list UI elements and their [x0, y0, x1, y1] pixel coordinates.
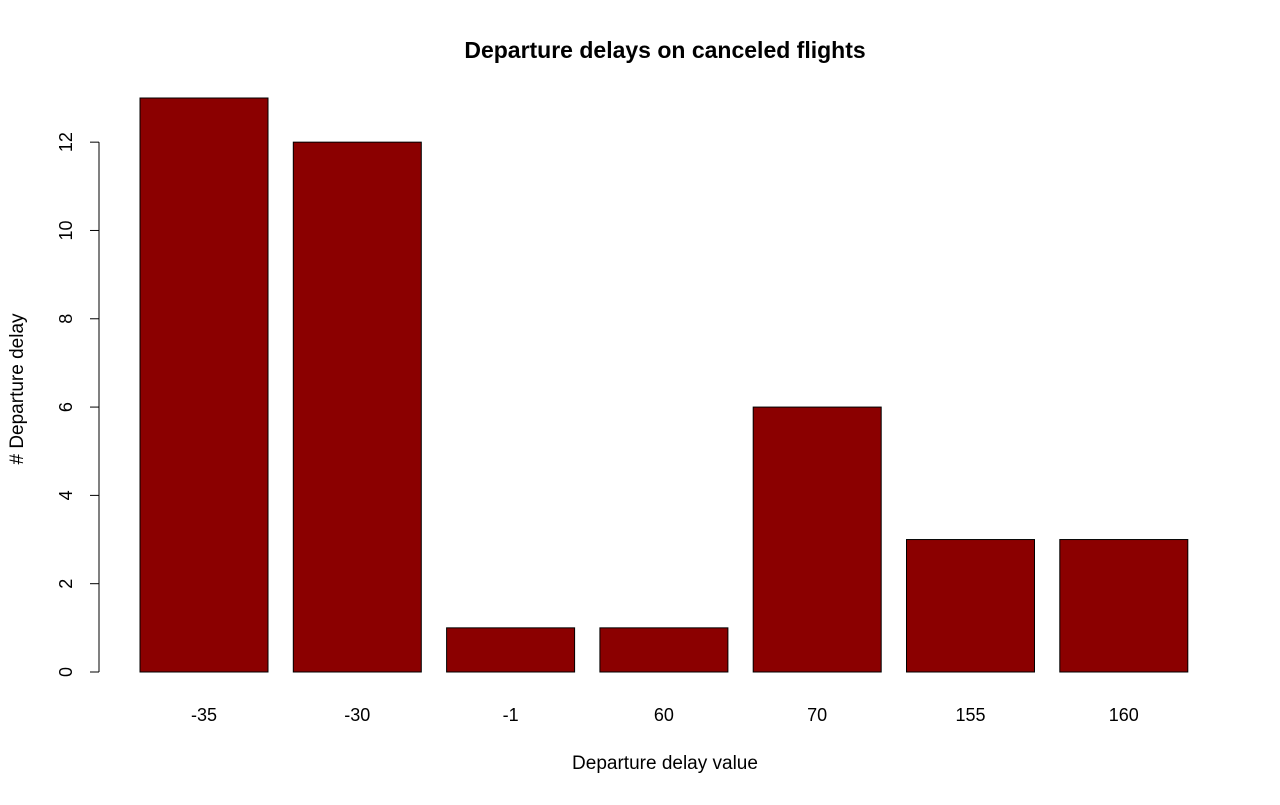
- y-tick-label: 12: [56, 132, 76, 152]
- x-tick-label: 70: [807, 705, 827, 725]
- bars: [139, 97, 1189, 673]
- y-tick-label: 2: [56, 579, 76, 589]
- y-tick-label: 6: [56, 402, 76, 412]
- bar: [752, 406, 882, 673]
- x-axis-label: Departure delay value: [572, 753, 758, 774]
- y-axis: 0 2 4 6 8 10 12: [56, 132, 100, 677]
- x-tick-label: 155: [955, 705, 985, 725]
- bar: [1059, 539, 1189, 673]
- bar: [446, 627, 576, 673]
- bar: [292, 141, 422, 673]
- x-tick-label: 160: [1109, 705, 1139, 725]
- x-tick-label: 60: [654, 705, 674, 725]
- x-tick-labels: -35 -30 -1 60 70 155 160: [191, 705, 1139, 725]
- y-tick-label: 4: [56, 490, 76, 500]
- x-tick-label: -35: [191, 705, 217, 725]
- y-tick-label: 0: [56, 667, 76, 677]
- y-tick-label: 10: [56, 220, 76, 240]
- x-tick-label: -1: [503, 705, 519, 725]
- y-axis-label: # Departure delay: [7, 313, 28, 465]
- y-tick-label: 8: [56, 314, 76, 324]
- bar: [599, 627, 729, 673]
- chart-title: Departure delays on canceled flights: [464, 37, 865, 63]
- bar: [139, 97, 269, 673]
- x-tick-label: -30: [344, 705, 370, 725]
- bar: [906, 539, 1035, 673]
